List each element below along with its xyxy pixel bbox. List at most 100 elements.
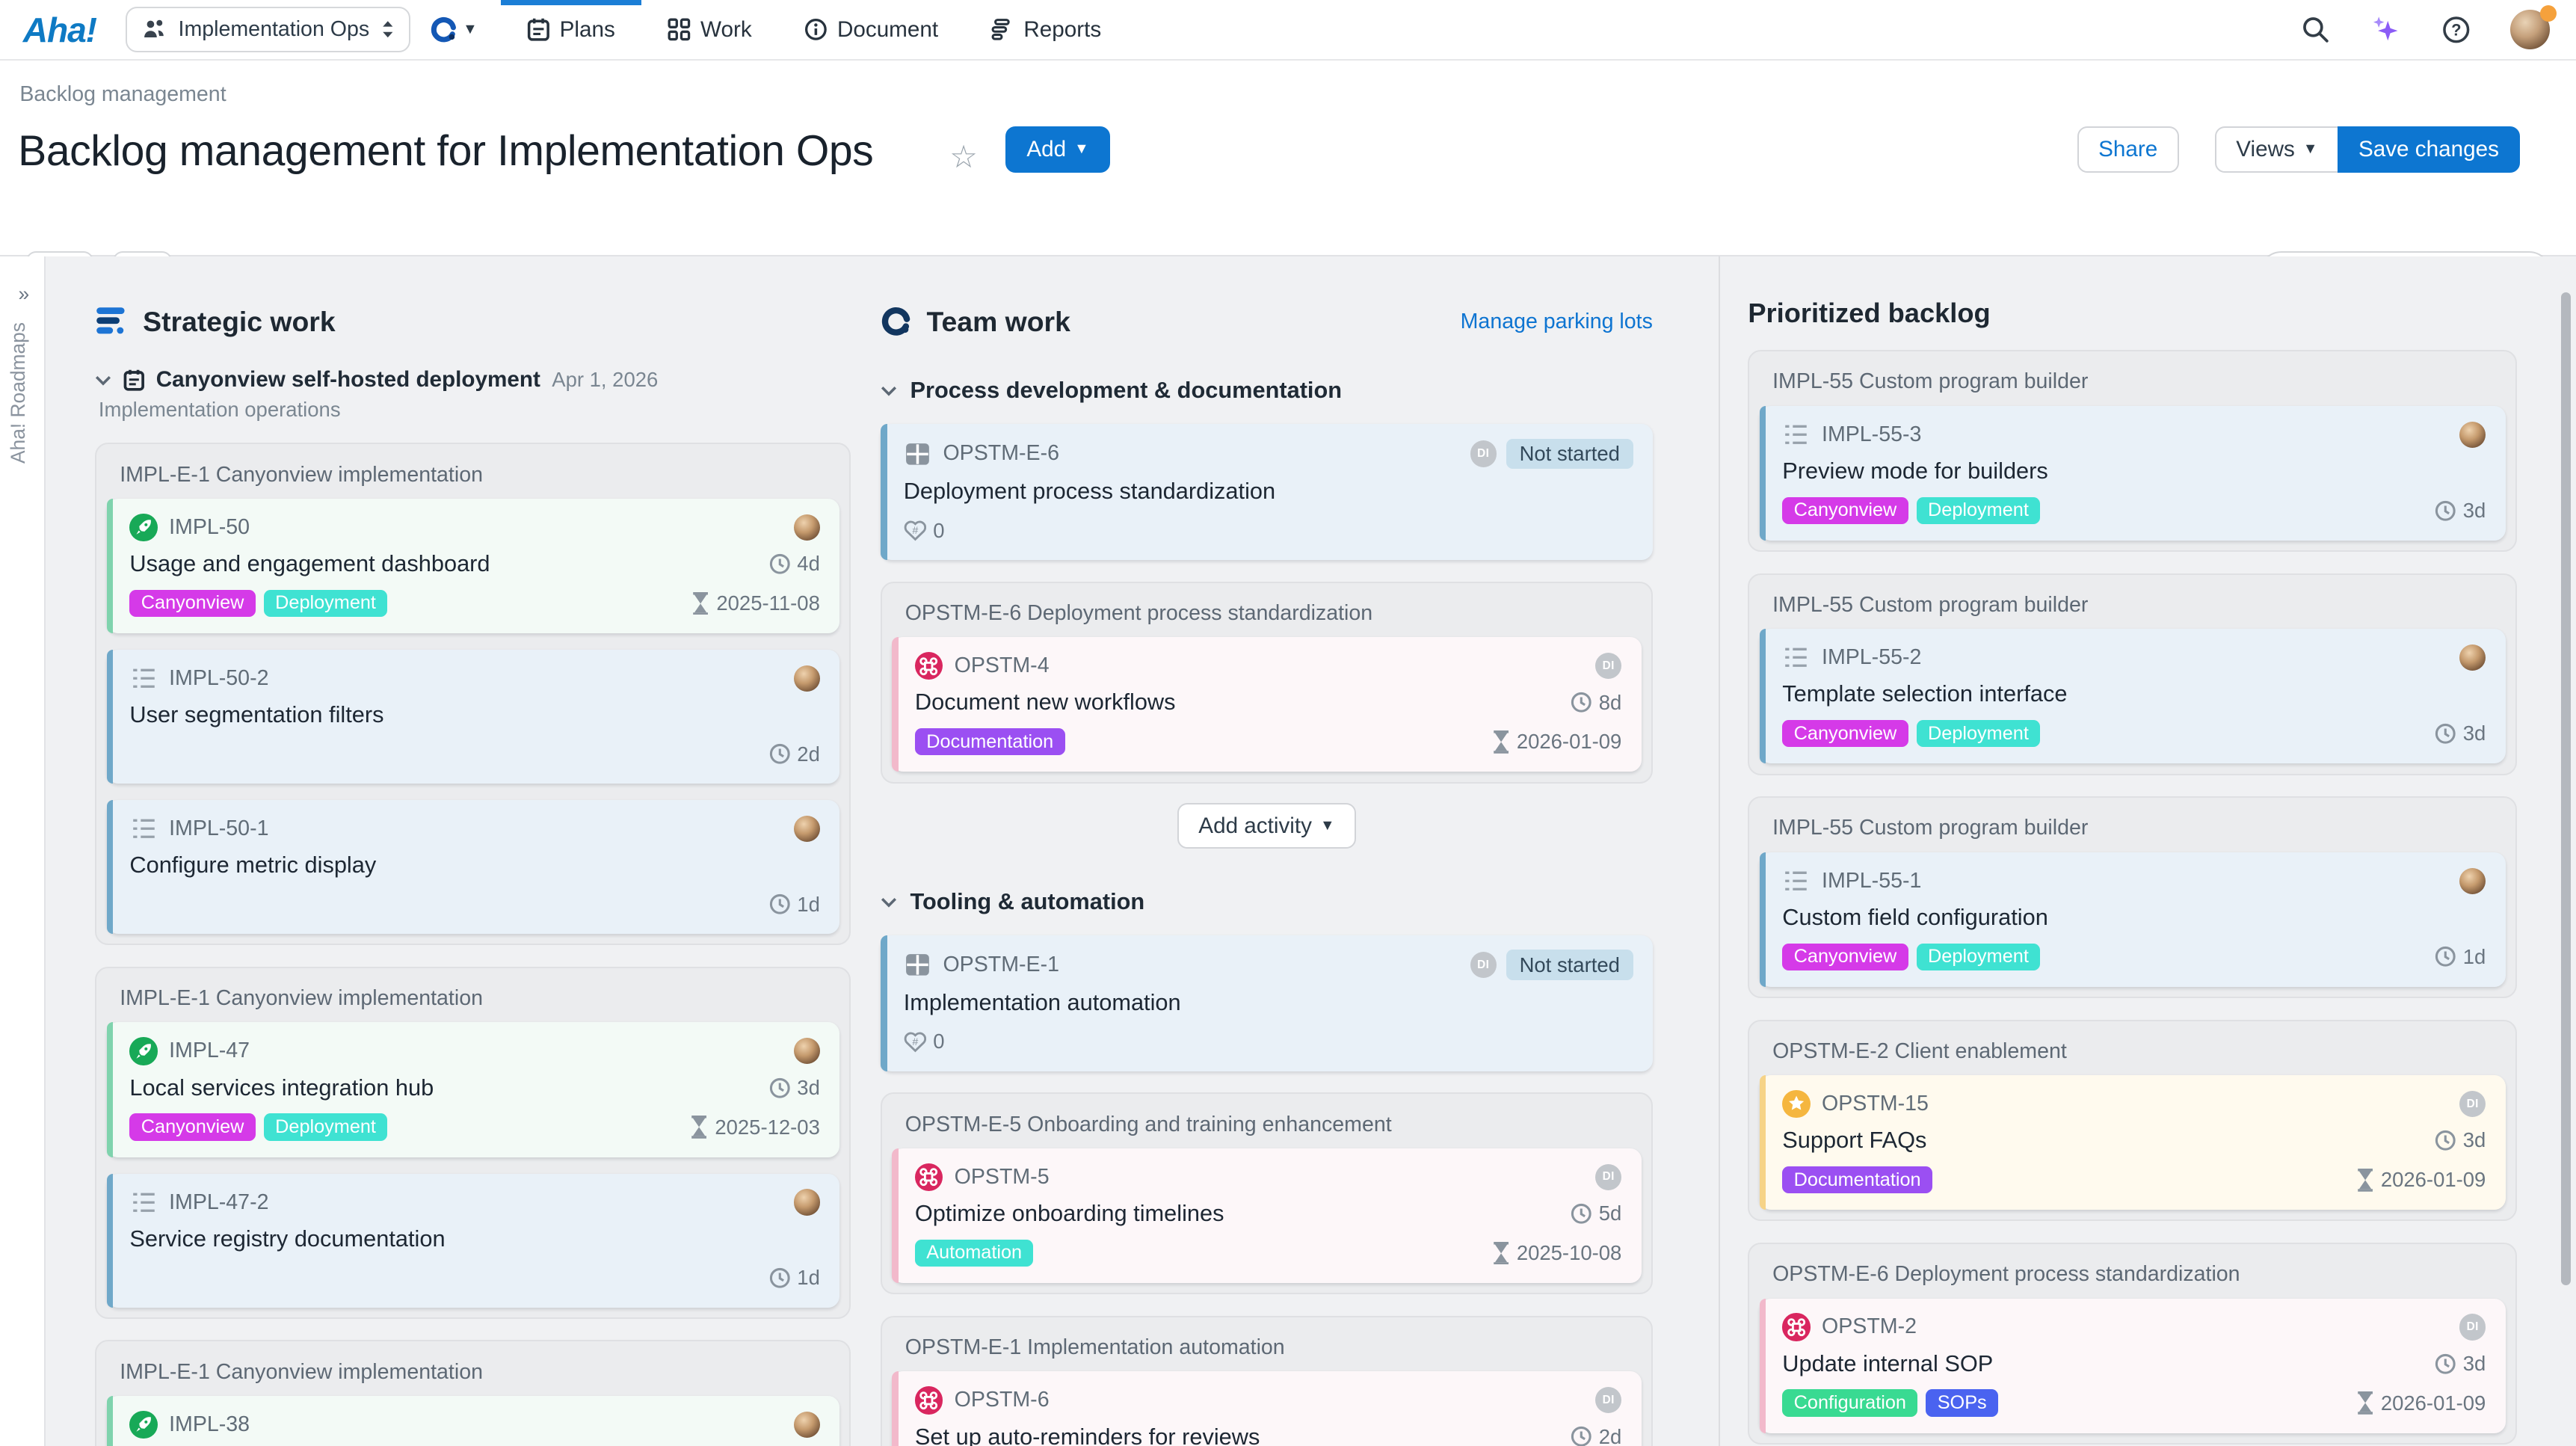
chevron-down-icon[interactable] — [95, 375, 111, 386]
workspace-name: Implementation Ops — [179, 17, 370, 42]
card-impl-50[interactable]: IMPL-50Usage and engagement dashboard4dC… — [107, 499, 840, 633]
card-impl-50-2[interactable]: IMPL-50-2User segmentation filters2d — [107, 650, 840, 784]
strategic-groups: IMPL-E-1 Canyonview implementation IMPL-5… — [95, 443, 851, 1446]
card-opstm-e-6[interactable]: OPSTM-E-6DINot startedDeployment process… — [881, 424, 1653, 560]
tab-document[interactable]: Document — [778, 0, 964, 59]
save-changes-button[interactable]: Save changes — [2338, 126, 2521, 173]
card-opstm-15[interactable]: OPSTM-15DISupport FAQs3dDocumentation202… — [1760, 1075, 2506, 1210]
card-title: Local services integration hub — [129, 1074, 434, 1102]
estimate: 8d — [1571, 691, 1621, 715]
aha-logo[interactable]: Aha! — [23, 10, 96, 50]
due-date: 2026-01-09 — [1492, 730, 1621, 754]
add-button-label: Add — [1026, 137, 1066, 162]
avatar — [2459, 868, 2486, 894]
feature-rocket-icon — [129, 1411, 157, 1439]
header-actions: Share Views▼ Save changes — [2077, 126, 2521, 173]
product-switcher[interactable]: ▼ — [430, 16, 478, 43]
svg-text:?: ? — [2451, 20, 2461, 39]
card-opstm-5[interactable]: OPSTM-5DIOptimize onboarding timelines5d… — [892, 1148, 1642, 1283]
card-code: IMPL-38 — [169, 1412, 250, 1437]
add-button[interactable]: Add▼ — [1005, 126, 1110, 173]
card-impl-55-3[interactable]: IMPL-55-3Preview mode for buildersCanyon… — [1760, 406, 2506, 541]
page-header: Backlog management Backlog management fo… — [0, 59, 2576, 256]
tag-list: Documentation — [1782, 1166, 1932, 1193]
tag: Canyonview — [1782, 944, 1908, 970]
card-code: IMPL-50 — [169, 515, 250, 540]
record-group: IMPL-E-1 Canyonview implementationIMPL-3… — [95, 1340, 851, 1446]
breadcrumb[interactable]: Backlog management — [19, 82, 226, 107]
feature-rocket-icon — [129, 514, 157, 541]
add-activity-button[interactable]: Add activity▼ — [1177, 803, 1356, 849]
prioritized-backlog-title: Prioritized backlog — [1748, 298, 2517, 329]
tab-plans[interactable]: Plans — [501, 0, 641, 59]
prioritized-backlog-body: IMPL-55 Custom program builderIMPL-55-3P… — [1748, 350, 2517, 1446]
tag: SOPs — [1926, 1389, 1998, 1416]
card-code: OPSTM-6 — [955, 1388, 1050, 1412]
ai-sparkle-icon[interactable] — [2369, 13, 2402, 46]
card-opstm-4[interactable]: OPSTM-4DIDocument new workflows8dDocumen… — [892, 637, 1642, 772]
card-title: Deployment process standardization — [904, 477, 1275, 505]
chevron-down-icon: ▼ — [463, 21, 478, 38]
avatar — [794, 1412, 820, 1438]
card-impl-50-1[interactable]: IMPL-50-1Configure metric display1d — [107, 800, 840, 934]
card-impl-55-1[interactable]: IMPL-55-1Custom field configurationCanyo… — [1760, 852, 2506, 987]
expand-sidebar-icon[interactable]: » — [0, 283, 44, 306]
estimate: 1d — [2435, 945, 2486, 969]
group-label: IMPL-E-1 Canyonview implementation — [105, 976, 841, 1023]
card-opstm-2[interactable]: OPSTM-2DIUpdate internal SOP3dConfigurat… — [1760, 1299, 2506, 1433]
avatar-initials: DI — [2459, 1091, 2486, 1117]
estimate: 4d — [769, 552, 820, 576]
avatar-initials: DI — [1595, 653, 1621, 679]
card-impl-47-2[interactable]: IMPL-47-2Service registry documentation1… — [107, 1174, 840, 1308]
strategic-work-title: Strategic work — [143, 306, 335, 338]
user-avatar[interactable] — [2510, 10, 2550, 49]
hourglass-icon — [1492, 730, 1510, 754]
reports-icon — [990, 18, 1014, 41]
tab-reports[interactable]: Reports — [964, 0, 1127, 59]
help-icon[interactable]: ? — [2441, 15, 2471, 45]
tag: Deployment — [1917, 944, 2041, 970]
chevron-down-icon — [881, 385, 897, 396]
estimate: 1d — [769, 1266, 820, 1290]
card-impl-47[interactable]: IMPL-47Local services integration hub3dC… — [107, 1022, 840, 1157]
card-code: IMPL-55-1 — [1822, 869, 1921, 893]
team-section-header[interactable]: Process development & documentation — [881, 377, 1653, 404]
vertical-scrollbar[interactable] — [2561, 292, 2571, 1285]
card-impl-38[interactable]: IMPL-38Enhanced privacy and consent mana… — [107, 1396, 840, 1446]
card-title: Preview mode for builders — [1782, 457, 2048, 485]
strategic-work-header: Strategic work — [95, 306, 851, 338]
clock-icon — [1571, 692, 1592, 713]
initiative-star-icon — [1782, 1090, 1810, 1118]
activity-icon — [915, 1386, 943, 1414]
team-section-header[interactable]: Tooling & automation — [881, 888, 1653, 915]
views-button[interactable]: Views▼ — [2215, 126, 2339, 173]
tab-work[interactable]: Work — [641, 0, 778, 59]
card-code: OPSTM-2 — [1822, 1314, 1917, 1339]
clock-icon — [2435, 946, 2456, 967]
hourglass-icon — [690, 1116, 708, 1139]
requirement-list-icon — [129, 665, 157, 692]
card-opstm-6[interactable]: OPSTM-6DISet up auto-reminders for revie… — [892, 1371, 1642, 1446]
grid-icon — [668, 18, 691, 41]
prioritized-backlog-panel: Prioritized backlog IMPL-55 Custom progr… — [1748, 256, 2517, 1446]
requirement-list-icon — [1782, 421, 1810, 449]
search-icon[interactable] — [2302, 16, 2329, 43]
avatar — [794, 1189, 820, 1215]
record-group: IMPL-55 Custom program builderIMPL-55-3P… — [1748, 350, 2517, 552]
favorite-star-icon[interactable]: ☆ — [949, 138, 977, 175]
votes-count: #0 — [904, 519, 945, 543]
manage-parking-lots-link[interactable]: Manage parking lots — [1461, 310, 1653, 334]
card-opstm-e-1[interactable]: OPSTM-E-1DINot startedImplementation aut… — [881, 935, 1653, 1071]
due-date: 2025-10-08 — [1492, 1241, 1621, 1265]
share-button[interactable]: Share — [2077, 126, 2179, 173]
epic-window-icon — [904, 440, 931, 467]
initiative-header[interactable]: Canyonview self-hosted deployment Apr 1,… — [95, 367, 851, 393]
workspace-selector[interactable]: Implementation Ops — [126, 7, 410, 52]
card-impl-55-2[interactable]: IMPL-55-2Template selection interfaceCan… — [1760, 629, 2506, 763]
clock-icon — [769, 1077, 791, 1099]
nav-right: ? — [2302, 10, 2576, 49]
record-group: IMPL-E-1 Canyonview implementationIMPL-4… — [95, 967, 851, 1319]
collapsed-sidebar-rail[interactable]: » Aha! Roadmaps — [0, 256, 46, 1446]
clock-icon — [2435, 1130, 2456, 1151]
due-date: 2026-01-09 — [2356, 1391, 2486, 1415]
